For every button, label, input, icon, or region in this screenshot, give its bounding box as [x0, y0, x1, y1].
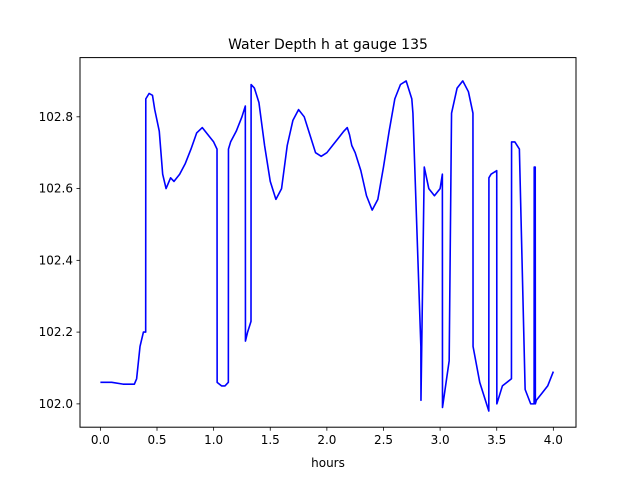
x-tick-label: 0.5 — [147, 433, 166, 447]
x-tick-label: 0.0 — [91, 433, 110, 447]
x-tick-label: 3.5 — [487, 433, 506, 447]
x-tick-label: 4.0 — [544, 433, 563, 447]
x-tick-label: 2.0 — [317, 433, 336, 447]
y-tick-label: 102.4 — [39, 253, 73, 267]
x-tick-label: 1.5 — [261, 433, 280, 447]
y-axis: 102.0 102.2 102.4 102.6 102.8 — [39, 110, 80, 411]
y-tick-label: 102.6 — [39, 182, 73, 196]
y-tick-label: 102.0 — [39, 397, 73, 411]
x-tick-label: 1.0 — [204, 433, 223, 447]
water-depth-line — [100, 80, 555, 412]
x-tick-label: 2.5 — [374, 433, 393, 447]
x-axis-label: hours — [311, 456, 345, 470]
x-tick-label: 3.0 — [431, 433, 450, 447]
x-axis: 0.0 0.5 1.0 1.5 2.0 2.5 3.0 3.5 4.0 — [91, 427, 563, 447]
chart-title: Water Depth h at gauge 135 — [228, 37, 428, 53]
y-tick-label: 102.2 — [39, 325, 73, 339]
y-tick-label: 102.8 — [39, 110, 73, 124]
plot-area — [79, 57, 577, 428]
